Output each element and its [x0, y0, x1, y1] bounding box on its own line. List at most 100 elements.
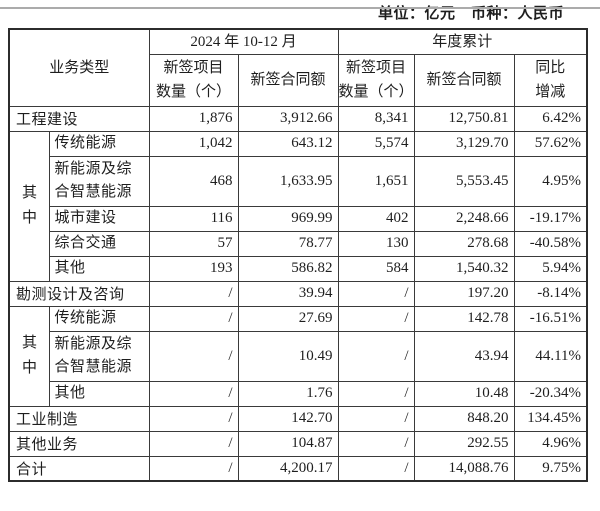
row-other-business: 其他业务 / 104.87 / 292.55 4.96%: [8, 430, 588, 457]
cell-q4-count: /: [148, 280, 239, 307]
cell-q4-count: 116: [148, 205, 239, 232]
cell-q4-count: /: [148, 455, 239, 482]
header-q4-contract-amount: 新签合同额: [237, 53, 339, 107]
cell-yoy: -19.17%: [513, 205, 588, 232]
cell-ytd-count: /: [337, 330, 415, 382]
cell-label: 其他业务: [8, 430, 150, 457]
cell-yoy: 4.96%: [513, 430, 588, 457]
header-ytd-project-count: 新签项目 数量（个）: [337, 53, 415, 107]
cell-ytd-amount: 1,540.32: [413, 255, 515, 282]
cell-ytd-count: 8,341: [337, 105, 415, 132]
cell-ytd-amount: 3,129.70: [413, 130, 515, 157]
row-total: 合计 / 4,200.17 / 14,088.76 9.75%: [8, 455, 588, 482]
row-industrial-manufacturing: 工业制造 / 142.70 / 848.20 134.45%: [8, 405, 588, 432]
row-engineering-construction: 工程建设 1,876 3,912.66 8,341 12,750.81 6.42…: [8, 105, 588, 132]
header-q4-project-count: 新签项目 数量（个）: [148, 53, 239, 107]
row-integrated-transportation: 综合交通 57 78.77 130 278.68 -40.58%: [9, 230, 588, 257]
header-ytd-period: 年度累计: [337, 28, 588, 55]
cell-q4-amount: 3,912.66: [237, 105, 339, 132]
row-others-construction: 其他 193 586.82 584 1,540.32 5.94%: [9, 255, 588, 282]
header-ytd-contract-amount: 新签合同额: [413, 53, 515, 107]
cell-yoy: -20.34%: [513, 380, 588, 407]
header-q4-period: 2024 年 10-12 月: [148, 28, 339, 55]
new-contracts-table: 业务类型 2024 年 10-12 月 年度累计 新签项目 数量（个） 新签合同…: [8, 28, 589, 482]
cell-ytd-amount: 278.68: [413, 230, 515, 257]
cell-label: 工程建设: [8, 105, 150, 132]
table-header-row-1: 业务类型 2024 年 10-12 月 年度累计: [8, 28, 588, 107]
cell-ytd-amount: 5,553.45: [413, 155, 515, 207]
cell-label: 传统能源: [48, 305, 150, 332]
cell-yoy: -40.58%: [513, 230, 588, 257]
cell-yoy: 4.95%: [513, 155, 588, 207]
cell-label: 工业制造: [8, 405, 150, 432]
header-line: 新签项目: [346, 60, 407, 76]
cell-yoy: 6.42%: [513, 105, 588, 132]
cell-ytd-amount: 2,248.66: [413, 205, 515, 232]
cell-label: 传统能源: [48, 130, 150, 157]
cell-ytd-count: 130: [337, 230, 415, 257]
header-line: 数量（个）: [156, 84, 232, 100]
cell-yoy: 5.94%: [513, 255, 588, 282]
cell-q4-count: 1,876: [148, 105, 239, 132]
cell-q4-amount: 39.94: [237, 280, 339, 307]
cell-ytd-count: 402: [337, 205, 415, 232]
row-survey-design-consulting: 勘测设计及咨询 / 39.94 / 197.20 -8.14%: [8, 280, 588, 307]
cell-q4-amount: 1.76: [237, 380, 339, 407]
cell-q4-count: /: [148, 305, 239, 332]
cell-label: 城市建设: [48, 205, 150, 232]
cell-q4-count: 193: [148, 255, 239, 282]
row-urban-construction: 城市建设 116 969.99 402 2,248.66 -19.17%: [9, 205, 588, 232]
cell-q4-amount: 969.99: [237, 205, 339, 232]
cell-ytd-amount: 10.48: [413, 380, 515, 407]
cell-q4-count: /: [148, 405, 239, 432]
cell-q4-count: /: [148, 380, 239, 407]
header-business-type: 业务类型: [8, 28, 150, 107]
cell-ytd-amount: 292.55: [413, 430, 515, 457]
cell-q4-count: /: [148, 330, 239, 382]
cell-ytd-amount: 142.78: [413, 305, 515, 332]
cell-label: 综合交通: [48, 230, 150, 257]
row-new-energy-smart-energy: 新能源及综合智慧能源 468 1,633.95 1,651 5,553.45 4…: [9, 155, 588, 207]
cell-q4-amount: 27.69: [237, 305, 339, 332]
cell-yoy: 44.11%: [513, 330, 588, 382]
cell-q4-count: 468: [148, 155, 239, 207]
row-new-energy-smart-energy-consulting: 新能源及综合智慧能源 / 10.49 / 43.94 44.11%: [9, 330, 588, 382]
cell-label: 其他: [48, 380, 150, 407]
cell-yoy: 57.62%: [513, 130, 588, 157]
cell-ytd-count: 584: [337, 255, 415, 282]
cell-ytd-amount: 197.20: [413, 280, 515, 307]
page-top-divider: [0, 7, 600, 9]
table-header-row-2: 新签项目 数量（个） 新签合同额 新签项目 数量（个） 新签合同额 同比 增减: [9, 53, 588, 107]
cell-ytd-count: 5,574: [337, 130, 415, 157]
cell-yoy: 9.75%: [513, 455, 588, 482]
cell-yoy: -8.14%: [513, 280, 588, 307]
cell-ytd-amount: 14,088.76: [413, 455, 515, 482]
header-yoy-change: 同比 增减: [513, 53, 588, 107]
cell-ytd-count: /: [337, 280, 415, 307]
cell-q4-amount: 1,633.95: [237, 155, 339, 207]
cell-ytd-count: /: [337, 405, 415, 432]
row-traditional-energy: 其中 传统能源 1,042 643.12 5,574 3,129.70 57.6…: [8, 130, 588, 282]
cell-q4-amount: 586.82: [237, 255, 339, 282]
cell-among-which-group2: 其中: [8, 305, 50, 407]
cell-label: 合计: [8, 455, 150, 482]
cell-ytd-count: /: [337, 380, 415, 407]
row-traditional-energy-consulting: 其中 传统能源 / 27.69 / 142.78 -16.51%: [8, 305, 588, 407]
cell-ytd-count: 1,651: [337, 155, 415, 207]
cell-q4-count: /: [148, 430, 239, 457]
cell-label: 新能源及综合智慧能源: [48, 330, 150, 382]
cell-label: 勘测设计及咨询: [8, 280, 150, 307]
cell-ytd-count: /: [337, 455, 415, 482]
cell-ytd-count: /: [337, 305, 415, 332]
cell-label: 其他: [48, 255, 150, 282]
cell-ytd-amount: 848.20: [413, 405, 515, 432]
cell-yoy: -16.51%: [513, 305, 588, 332]
cell-q4-amount: 4,200.17: [237, 455, 339, 482]
cell-q4-amount: 104.87: [237, 430, 339, 457]
header-line: 新签项目: [163, 60, 224, 76]
header-line: 数量（个）: [338, 84, 414, 100]
cell-label: 新能源及综合智慧能源: [48, 155, 150, 207]
cell-q4-amount: 10.49: [237, 330, 339, 382]
unit-currency-caption: 单位：亿元 币种：人民币: [377, 6, 564, 22]
header-line: 增减: [535, 84, 566, 100]
